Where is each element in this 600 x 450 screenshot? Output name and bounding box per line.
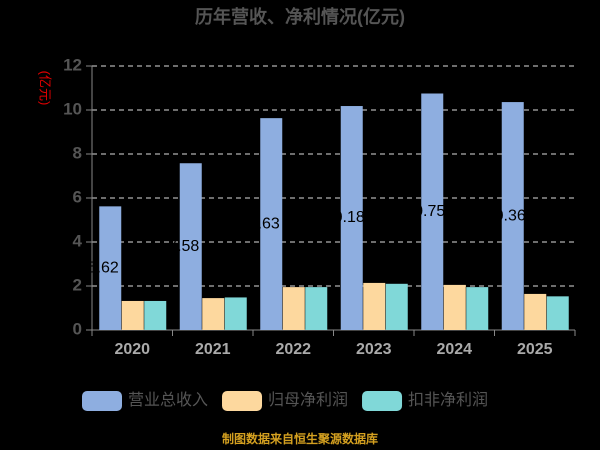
value-label: 5.62 — [88, 259, 119, 276]
x-tick-label: 2022 — [275, 341, 311, 358]
x-tick-label: 2021 — [195, 341, 231, 358]
value-label: 10.75 — [405, 203, 445, 220]
bar — [421, 93, 444, 330]
y-tick-label: 0 — [73, 319, 82, 338]
bar — [121, 300, 144, 330]
y-tick-label: 8 — [73, 143, 82, 162]
x-tick-label: 2023 — [356, 341, 392, 358]
bar — [524, 293, 547, 330]
bar — [144, 300, 167, 330]
bar — [340, 106, 363, 330]
legend-label: 归母净利润 — [268, 391, 348, 409]
legend-swatch — [82, 391, 122, 411]
bar — [385, 283, 408, 330]
value-label: 7.58 — [168, 238, 199, 255]
bar — [305, 287, 328, 330]
bar — [282, 287, 305, 330]
footer: 制图数据来自恒生聚源数据库 — [222, 431, 378, 446]
chart-title: 历年营收、净利情况(亿元) — [195, 6, 405, 27]
legend-label: 营业总收入 — [128, 391, 208, 409]
y-tick-label: 6 — [73, 187, 82, 206]
value-label: 10.36 — [486, 207, 526, 224]
y-tick-label: 4 — [73, 231, 83, 250]
y-tick-label: 10 — [63, 99, 82, 118]
bar — [224, 297, 247, 330]
value-label: 10.18 — [325, 209, 365, 226]
bar — [546, 296, 569, 330]
y-tick-label: 12 — [63, 55, 82, 74]
bar — [260, 118, 283, 330]
bar — [363, 282, 386, 330]
x-tick-label: 2024 — [436, 341, 472, 358]
y-tick-label: 2 — [73, 275, 82, 294]
x-tick-label: 2025 — [517, 341, 553, 358]
legend-swatch — [362, 391, 403, 411]
bar — [443, 284, 466, 330]
value-label: 9.63 — [249, 215, 280, 232]
legend-label: 扣非净利润 — [408, 391, 488, 409]
x-tick-label: 2020 — [114, 341, 150, 358]
legend-swatch — [222, 391, 263, 411]
bar — [179, 163, 202, 330]
y-axis-label: (亿元) — [38, 71, 53, 106]
bar — [202, 298, 225, 330]
bar — [501, 102, 524, 330]
bar — [466, 287, 489, 330]
bar — [99, 206, 122, 330]
